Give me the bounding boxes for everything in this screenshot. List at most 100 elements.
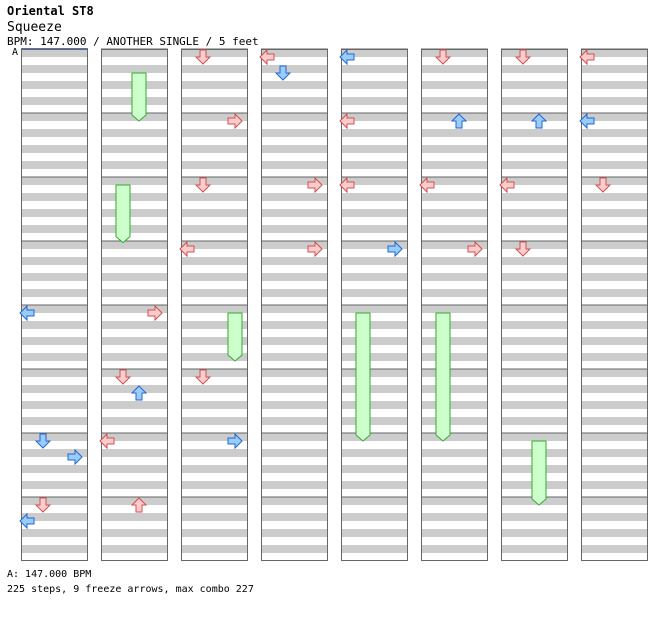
column-border (341, 49, 408, 561)
beat-stripe (501, 305, 568, 313)
step-arrow (594, 177, 612, 193)
beat-stripe (341, 497, 408, 505)
beat-stripe (21, 49, 88, 57)
beat-stripe (421, 417, 488, 425)
beat-stripe (181, 145, 248, 153)
column-border (181, 49, 248, 561)
step-arrow (514, 49, 532, 65)
beat-stripe (181, 81, 248, 89)
beat-stripe (501, 49, 568, 57)
beat-stripe (421, 113, 488, 121)
beat-stripe (421, 161, 488, 169)
step-arrow (307, 240, 323, 258)
beat-stripe (181, 401, 248, 409)
step-arrow (227, 112, 243, 130)
beat-stripe (101, 273, 168, 281)
beat-stripe (101, 353, 168, 361)
step-arrow (114, 369, 132, 385)
beat-stripe (261, 401, 328, 409)
beat-stripe (501, 321, 568, 329)
beat-stripe (261, 65, 328, 73)
bpm-marker: A (12, 47, 19, 58)
beat-stripe (421, 273, 488, 281)
step-arrow (514, 241, 532, 257)
beat-stripe (261, 417, 328, 425)
beat-stripe (181, 113, 248, 121)
beat-stripe (501, 401, 568, 409)
beat-stripe (581, 209, 648, 217)
beat-stripe (21, 465, 88, 473)
beat-stripe (261, 337, 328, 345)
beat-stripe (501, 129, 568, 137)
beat-stripe (261, 97, 328, 105)
beat-stripe (181, 449, 248, 457)
beat-stripe (101, 241, 168, 249)
beat-stripe (501, 369, 568, 377)
beat-stripe (101, 145, 168, 153)
step-arrow (499, 176, 515, 194)
beat-stripe (581, 177, 648, 185)
beat-stripe (421, 97, 488, 105)
beat-stripe (101, 385, 168, 393)
step-arrow (419, 176, 435, 194)
beat-stripe (581, 49, 648, 57)
beat-stripe (501, 97, 568, 105)
beat-stripe (581, 65, 648, 73)
beat-stripe (341, 337, 408, 345)
beat-stripe (181, 241, 248, 249)
beat-stripe (21, 225, 88, 233)
beat-stripe (341, 145, 408, 153)
beat-stripe (341, 129, 408, 137)
chart-column (181, 48, 248, 561)
beat-stripe (21, 513, 88, 521)
beat-stripe (261, 497, 328, 505)
beat-stripe (581, 289, 648, 297)
beat-stripe (341, 225, 408, 233)
beat-stripe (421, 449, 488, 457)
beat-stripe (581, 401, 648, 409)
beat-stripe (21, 113, 88, 121)
beat-stripe (101, 177, 168, 185)
step-arrow (579, 112, 595, 130)
beat-stripe (341, 385, 408, 393)
beat-stripe (341, 449, 408, 457)
beat-stripe (21, 97, 88, 105)
beat-stripe (261, 81, 328, 89)
step-arrow (467, 240, 483, 258)
beat-stripe (101, 193, 168, 201)
beat-stripe (341, 113, 408, 121)
beat-stripe (501, 241, 568, 249)
beat-stripe (421, 513, 488, 521)
beat-stripe (581, 241, 648, 249)
beat-stripe (581, 369, 648, 377)
beat-stripe (501, 337, 568, 345)
beat-stripe (101, 49, 168, 57)
beat-stripe (181, 209, 248, 217)
beat-stripe (261, 241, 328, 249)
beat-stripe (181, 129, 248, 137)
beat-stripe (181, 465, 248, 473)
beat-stripe (501, 273, 568, 281)
beat-stripe (101, 161, 168, 169)
beat-stripe (261, 305, 328, 313)
step-arrow (34, 497, 52, 513)
beat-stripe (21, 257, 88, 265)
beat-stripe (261, 177, 328, 185)
beat-stripe (501, 385, 568, 393)
beat-stripe (501, 209, 568, 217)
beat-stripe (21, 209, 88, 217)
chart-column (101, 48, 168, 561)
beat-stripe (181, 161, 248, 169)
beat-stripe (501, 353, 568, 361)
beat-stripe (181, 497, 248, 505)
beat-stripe (181, 97, 248, 105)
freeze-arrow (531, 440, 547, 506)
beat-stripe (181, 305, 248, 313)
beat-stripe (101, 513, 168, 521)
beat-stripe (501, 65, 568, 73)
beat-stripe (421, 65, 488, 73)
beat-stripe (341, 209, 408, 217)
step-arrow (387, 240, 403, 258)
beat-stripe (581, 353, 648, 361)
beat-stripe (261, 353, 328, 361)
